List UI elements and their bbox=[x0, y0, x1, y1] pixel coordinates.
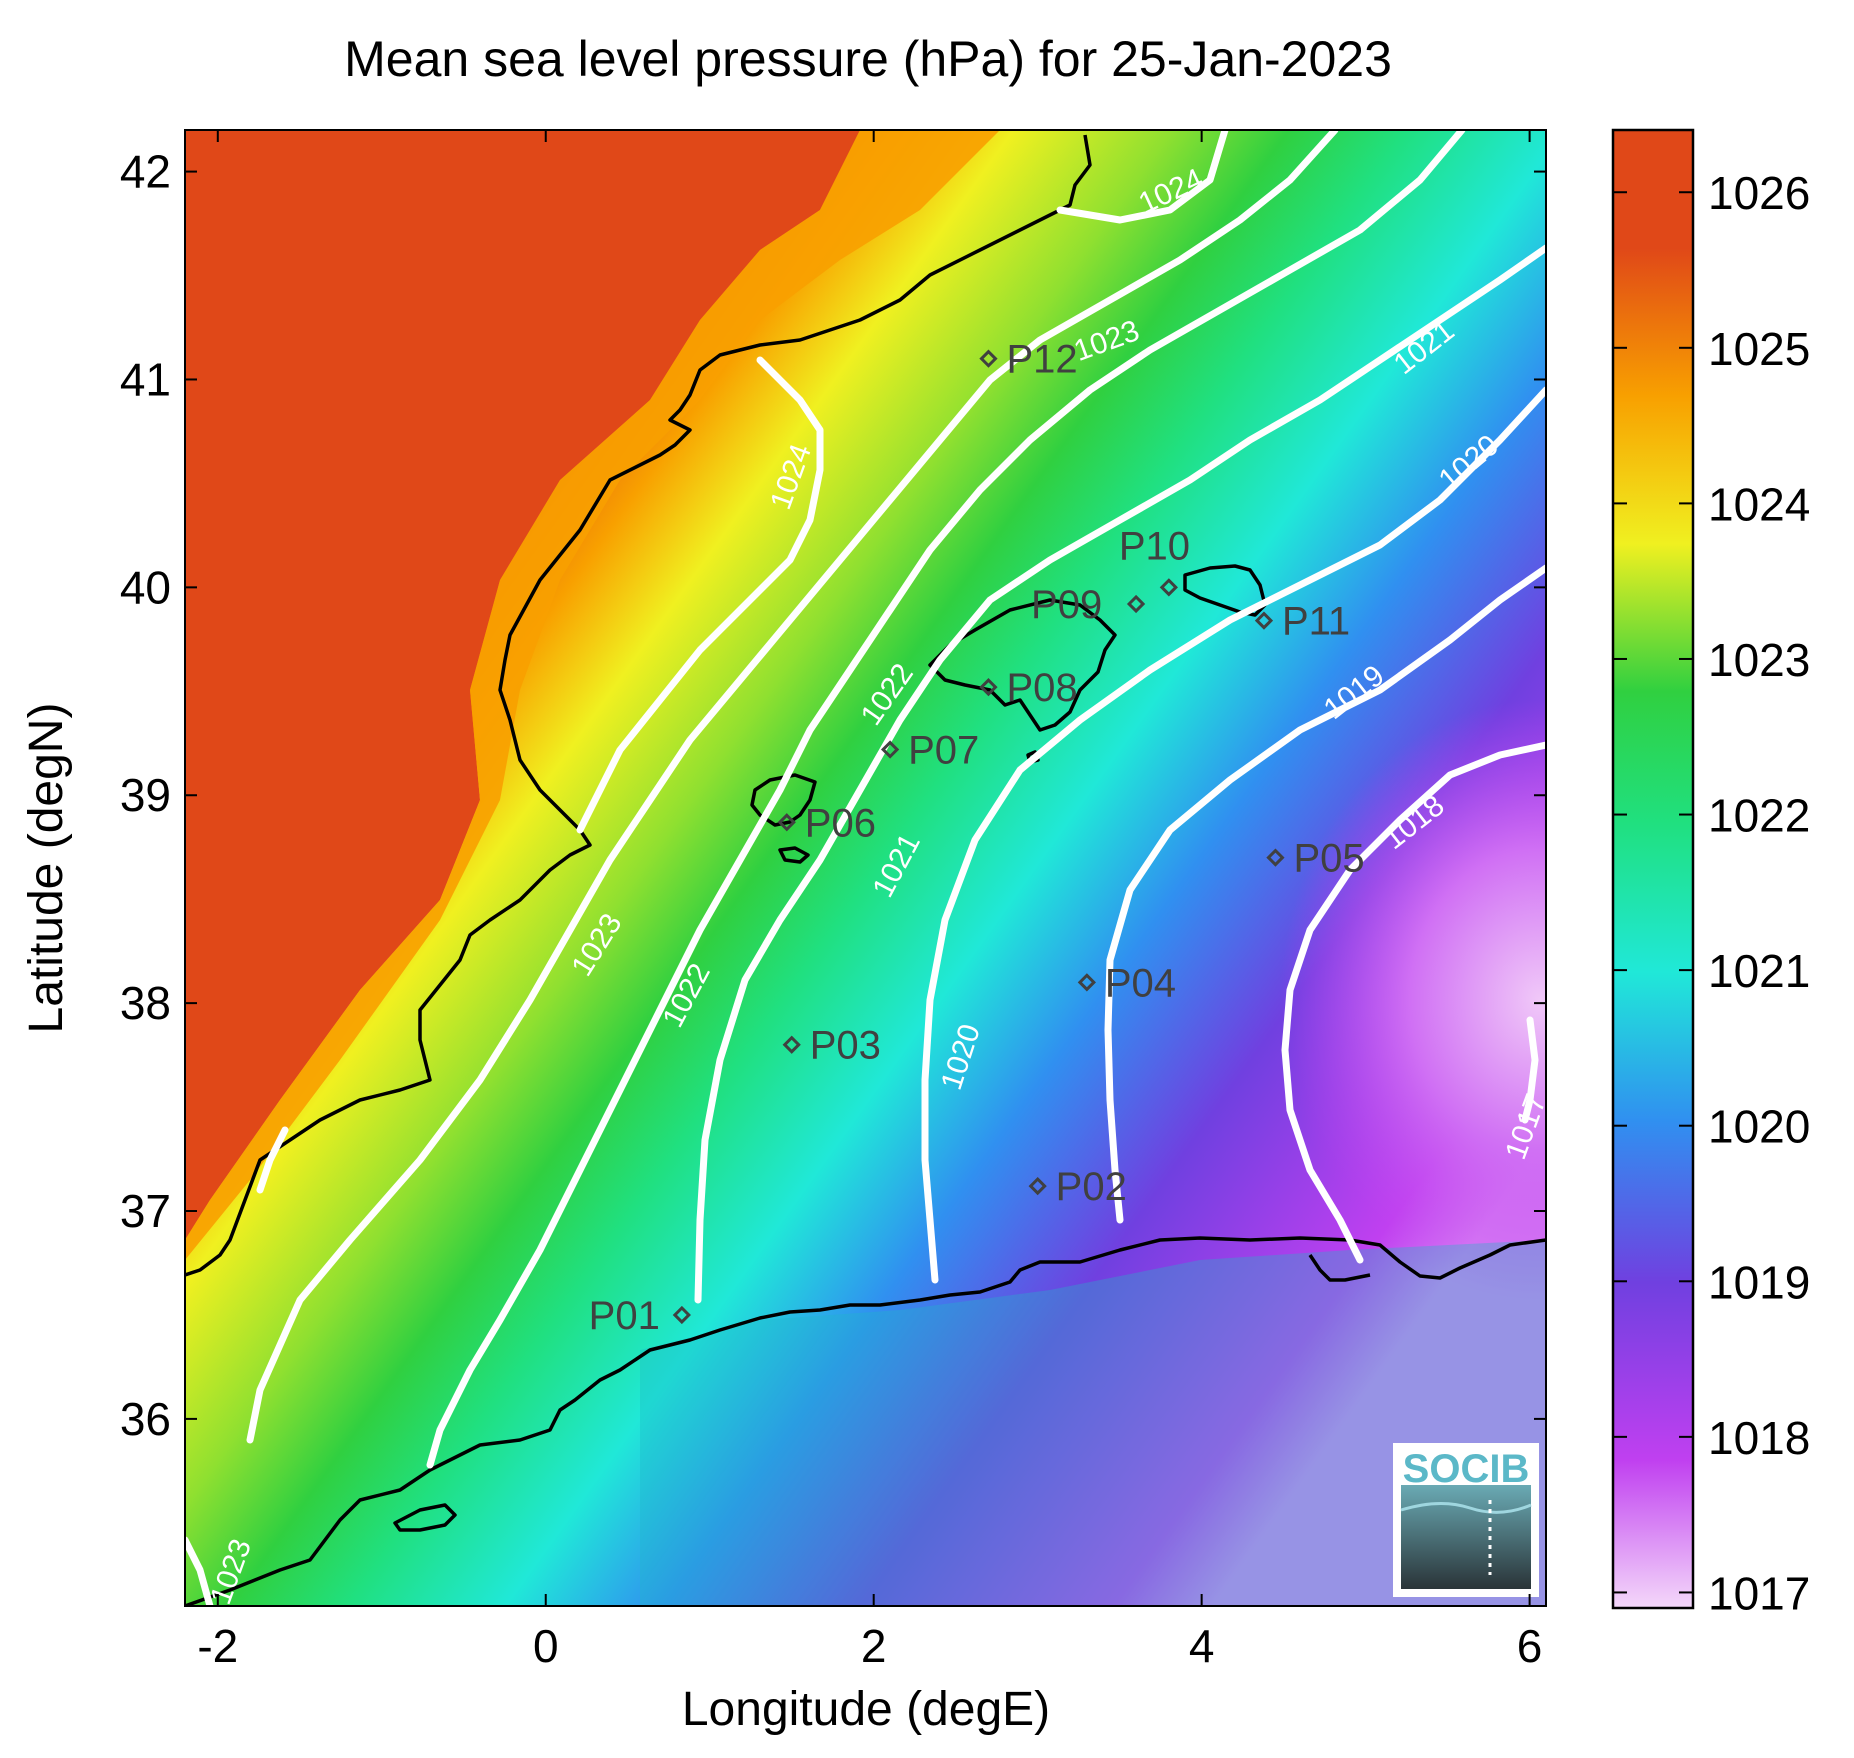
socib-logo: SOCIB bbox=[1393, 1443, 1539, 1597]
station-marker bbox=[1159, 578, 1178, 597]
island-menorca bbox=[1183, 564, 1267, 617]
y-tick-label: 38 bbox=[120, 977, 171, 1029]
station-label: P09 bbox=[1031, 583, 1102, 627]
y-tick-label: 40 bbox=[120, 561, 171, 613]
station-marker bbox=[1254, 611, 1274, 630]
colorbar-tick-label: 1023 bbox=[1708, 634, 1810, 686]
y-axis: 36 37 38 39 40 41 42 bbox=[120, 146, 1546, 1445]
island-mallorca bbox=[928, 598, 1117, 732]
logo-text: SOCIB bbox=[1403, 1447, 1530, 1491]
y-tick-label: 36 bbox=[120, 1393, 171, 1445]
stations: P01 P02 P03 P04 P05 P06 P07 P08 P09 P10 P11 P12 bbox=[589, 338, 1365, 1338]
station-marker bbox=[979, 678, 998, 697]
station-label: P10 bbox=[1119, 524, 1190, 568]
station-label: P12 bbox=[1006, 338, 1077, 382]
isobar-1018 bbox=[1281, 741, 1546, 1264]
colorbar-tick-label: 1019 bbox=[1708, 1256, 1810, 1308]
isobar-1019 bbox=[1104, 564, 1546, 1224]
station-marker bbox=[777, 813, 796, 832]
station-label: P08 bbox=[1006, 666, 1077, 710]
chart-title: Mean sea level pressure (hPa) for 25-Jan… bbox=[344, 31, 1392, 87]
colorbar-tick-label: 1018 bbox=[1708, 1412, 1810, 1464]
station-marker bbox=[880, 740, 900, 759]
station-marker bbox=[1266, 848, 1285, 867]
x-axis: -2 0 2 4 6 bbox=[197, 130, 1542, 1672]
y-tick-label: 42 bbox=[120, 146, 171, 198]
y-tick-label: 41 bbox=[120, 353, 171, 405]
isobar-1024-a bbox=[1056, 130, 1229, 224]
isobar-1024-b bbox=[576, 356, 824, 834]
isobars bbox=[185, 130, 1546, 1606]
station-label: P01 bbox=[589, 1294, 660, 1338]
x-tick-label: 6 bbox=[1517, 1620, 1543, 1672]
station-marker bbox=[979, 349, 998, 368]
station-label: P11 bbox=[1282, 600, 1350, 644]
y-tick-label: 37 bbox=[120, 1185, 171, 1237]
colorbar-ticks: 1017 1018 1019 1020 1021 1022 1023 1024 1025 1026 bbox=[1613, 167, 1810, 1619]
x-tick-label: 0 bbox=[533, 1620, 559, 1672]
map-frame bbox=[184, 129, 1547, 1607]
isobar-1017 bbox=[1521, 1016, 1539, 1124]
station-marker bbox=[672, 1305, 691, 1325]
colorbar-tick-label: 1025 bbox=[1708, 323, 1810, 375]
island-formentera bbox=[778, 846, 810, 864]
isobar-1022 bbox=[426, 130, 1466, 1469]
colorbar-tick-label: 1022 bbox=[1708, 790, 1810, 842]
station-label: P06 bbox=[805, 801, 876, 845]
station-label: P07 bbox=[908, 729, 979, 773]
station-label: P05 bbox=[1293, 837, 1364, 881]
station-marker bbox=[1126, 594, 1146, 614]
colorbar-tick-label: 1017 bbox=[1708, 1567, 1810, 1619]
y-tick-label: 39 bbox=[120, 769, 171, 821]
colorbar: 1017 1018 1019 1020 1021 1022 1023 1024 1025 1026 bbox=[1611, 128, 1810, 1619]
x-tick-label: 2 bbox=[861, 1620, 887, 1672]
station-marker bbox=[782, 1035, 801, 1054]
colorbar-tick-label: 1024 bbox=[1708, 478, 1810, 530]
isobar-1023-b bbox=[185, 1536, 214, 1606]
isobar-1021 bbox=[694, 244, 1546, 1304]
pressure-field bbox=[185, 130, 1546, 1606]
station-label: P03 bbox=[810, 1024, 881, 1068]
x-axis-label: Longitude (degE) bbox=[682, 1683, 1050, 1736]
colorbar-tick-label: 1020 bbox=[1708, 1101, 1810, 1153]
station-label: P04 bbox=[1105, 961, 1176, 1005]
x-tick-label: 4 bbox=[1189, 1620, 1215, 1672]
isobar-1023-a bbox=[246, 130, 1339, 1444]
station-marker bbox=[1077, 973, 1096, 992]
isobar-1020 bbox=[921, 386, 1546, 1284]
colorbar-tick-label: 1021 bbox=[1708, 945, 1810, 997]
isobar-1024-c bbox=[256, 1126, 289, 1194]
x-tick-label: -2 bbox=[197, 1620, 238, 1672]
colorbar-gradient bbox=[1611, 128, 1695, 1610]
station-marker bbox=[1028, 1176, 1047, 1196]
station-label: P02 bbox=[1056, 1165, 1127, 1209]
colorbar-tick-label: 1026 bbox=[1708, 167, 1810, 219]
y-axis-label: Latitude (degN) bbox=[20, 703, 73, 1034]
coastlines bbox=[185, 134, 1546, 1606]
